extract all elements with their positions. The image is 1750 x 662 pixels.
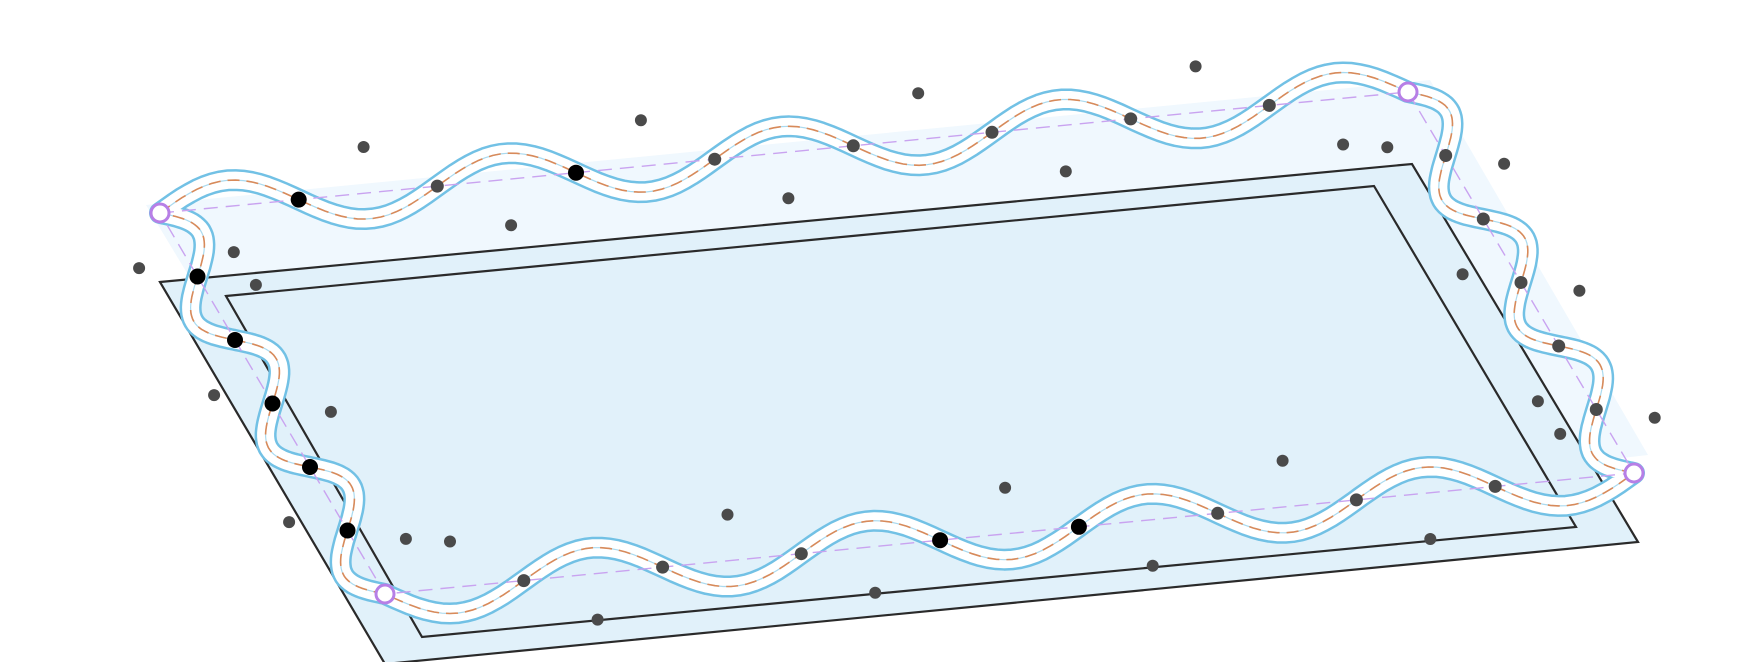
- control-point-offset: [1573, 284, 1586, 297]
- control-point-offset: [591, 613, 604, 626]
- control-point-offset: [1337, 138, 1350, 151]
- control-point-offset: [505, 219, 518, 232]
- control-point-offset: [1424, 533, 1437, 545]
- control-point-offset: [1498, 157, 1511, 170]
- control-point-offset: [444, 535, 456, 548]
- corner-handles-layer: [149, 81, 1645, 605]
- control-point-offset: [1531, 395, 1544, 408]
- control-point: [656, 560, 670, 574]
- control-point: [227, 332, 243, 348]
- control-point-offset: [357, 141, 370, 153]
- corner-handle: [374, 583, 396, 605]
- control-point: [1349, 493, 1363, 507]
- control-point: [189, 268, 206, 285]
- control-point-offset: [1554, 427, 1567, 440]
- control-point: [1514, 276, 1528, 289]
- control-point-offset: [782, 192, 795, 205]
- control-point: [568, 164, 584, 181]
- corner-handle: [149, 202, 171, 224]
- control-point: [517, 574, 531, 588]
- control-point: [302, 459, 318, 475]
- control-point: [1589, 403, 1603, 416]
- control-point-offset: [133, 262, 146, 275]
- control-point: [1476, 212, 1490, 226]
- control-point: [1211, 506, 1225, 520]
- control-point-offset: [324, 405, 337, 418]
- control-point-offset: [1381, 141, 1394, 154]
- control-point-offset: [869, 586, 882, 599]
- control-point-offset: [1648, 411, 1661, 424]
- control-point-offset: [999, 481, 1012, 494]
- control-point-offset: [1189, 60, 1202, 73]
- control-point-offset: [1456, 268, 1469, 281]
- control-point-offset: [399, 532, 412, 545]
- control-point-offset: [634, 114, 647, 127]
- control-point-offset: [227, 246, 240, 259]
- control-point: [985, 125, 999, 139]
- control-point-offset: [912, 87, 925, 100]
- control-point: [1070, 518, 1087, 535]
- control-point: [846, 139, 860, 153]
- corner-handle: [1623, 462, 1645, 484]
- control-point: [932, 532, 949, 549]
- corner-handle: [1397, 81, 1419, 103]
- control-point: [708, 152, 722, 166]
- control-point: [264, 395, 281, 412]
- control-point: [339, 522, 356, 539]
- control-point: [430, 179, 444, 193]
- control-point: [794, 547, 808, 561]
- control-point-offset: [249, 278, 262, 291]
- control-point: [1262, 98, 1276, 112]
- control-point-offset: [721, 508, 734, 521]
- control-point: [290, 191, 307, 208]
- control-point-offset: [208, 389, 221, 402]
- control-point-offset: [1059, 165, 1072, 178]
- control-point-offset: [1146, 559, 1159, 572]
- control-point: [1439, 149, 1453, 162]
- control-points-layer: [133, 60, 1661, 626]
- control-point-offset: [1276, 454, 1289, 467]
- control-point: [1488, 479, 1502, 493]
- control-point: [1552, 339, 1566, 353]
- control-point-offset: [283, 516, 296, 529]
- control-point: [1124, 112, 1138, 126]
